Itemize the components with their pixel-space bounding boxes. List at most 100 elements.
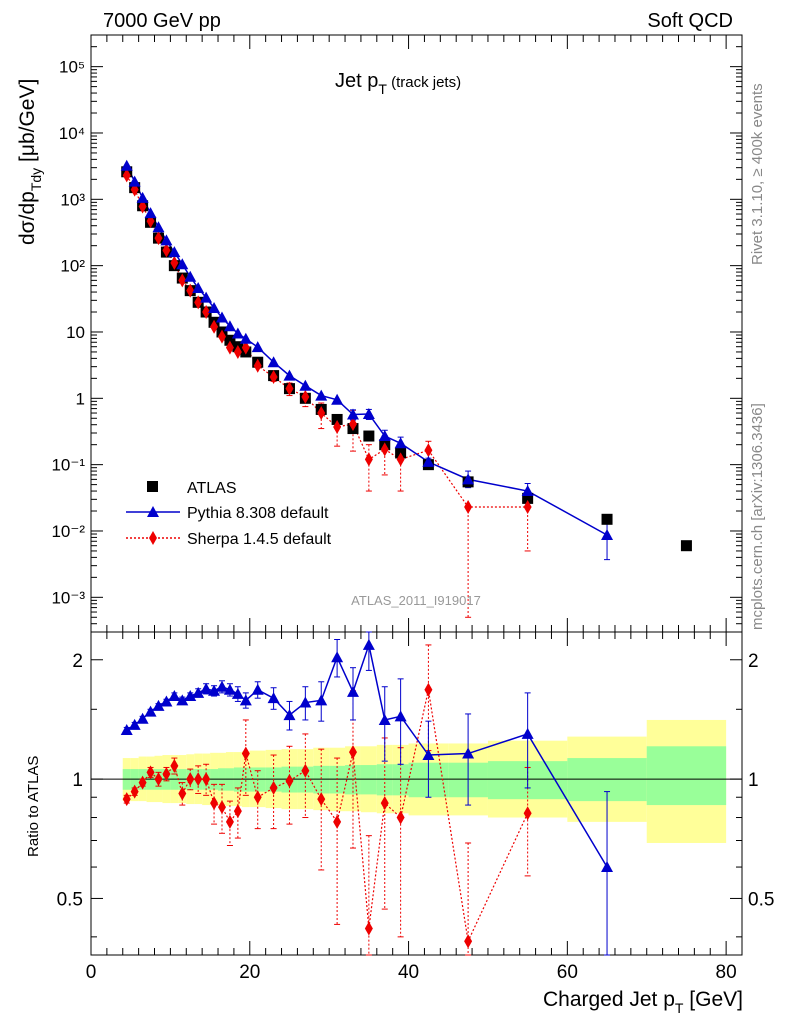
- legend-atlas-label: ATLAS: [187, 480, 237, 497]
- sherpa-ratio-point: [301, 763, 310, 778]
- atlas-point: [522, 492, 534, 504]
- sherpa-point: [233, 344, 242, 359]
- header-right: Soft QCD: [647, 10, 733, 32]
- pythia-point: [299, 379, 312, 391]
- sherpa-point: [154, 231, 163, 246]
- sherpa-ratio-point: [364, 921, 373, 936]
- sherpa-point: [225, 340, 234, 355]
- main-plot: 10⁻³ 10⁻² 10⁻¹ 1 10 10² 10³ 10⁴ 10⁵: [51, 34, 743, 633]
- ratio-ytick-label-right: 2: [748, 651, 759, 672]
- pythia-ratio-point: [144, 705, 157, 717]
- atlas-point: [363, 430, 375, 442]
- header-left: 7000 GeV pp: [103, 10, 221, 32]
- pythia-point: [601, 528, 614, 540]
- sherpa-ratio-point: [233, 804, 242, 819]
- main-title-sub: T: [378, 81, 387, 97]
- pythia-ratio-point: [176, 694, 189, 706]
- xlabel-suffix: [GeV]: [683, 988, 743, 1011]
- sherpa-ratio-point: [186, 772, 195, 787]
- sherpa-ratio-point: [285, 773, 294, 788]
- xtick-label: 60: [557, 962, 578, 983]
- legend-atlas-marker: [147, 481, 158, 492]
- main-title-suffix: (track jets): [387, 74, 461, 91]
- legend-sherpa-marker: [149, 531, 157, 545]
- pythia-ratio-point: [283, 709, 296, 721]
- sherpa-point: [194, 295, 203, 310]
- sherpa-point: [333, 419, 342, 434]
- sherpa-point: [464, 499, 473, 514]
- sherpa-point: [424, 443, 433, 458]
- atlas-point: [331, 413, 343, 425]
- xlabel: Charged Jet pT [GeV]: [543, 988, 743, 1016]
- sherpa-ratio-line: [126, 689, 529, 944]
- pythia-point: [120, 159, 133, 171]
- main-ylabel-suffix: [μb/GeV]: [16, 79, 39, 168]
- main-ytick-label: 1: [76, 389, 85, 408]
- legend-pythia-label: Pythia 8.308 default: [187, 505, 329, 522]
- pythia-point: [223, 320, 236, 332]
- pythia-ratio-point: [184, 690, 197, 702]
- pythia-point: [521, 485, 534, 497]
- ratio-frame: [90, 631, 743, 956]
- main-title-text: Jet p: [335, 70, 378, 92]
- sherpa-ratio-point: [130, 784, 139, 799]
- main-ytick-label: 10²: [60, 257, 85, 276]
- sherpa-point: [241, 340, 250, 355]
- sherpa-point: [210, 319, 219, 334]
- sherpa-point: [178, 273, 187, 288]
- sherpa-point: [380, 442, 389, 457]
- sherpa-point: [122, 168, 131, 183]
- pythia-ratio-point: [239, 694, 252, 706]
- pythia-point: [176, 258, 189, 270]
- main-ytick-label: 10⁻³: [51, 588, 85, 607]
- sherpa-ratio-point: [202, 772, 211, 787]
- xtick-label: 20: [239, 962, 260, 983]
- ratio-plot: 0 20 40 60 80 0.5 0.5 1 1 2 2: [57, 631, 774, 983]
- pythia-ratio-point: [223, 683, 236, 695]
- pythia-ratio-point: [160, 695, 173, 707]
- analysis-id: ATLAS_2011_I919017: [351, 593, 481, 608]
- pythia-point: [239, 332, 252, 344]
- pythia-ratio-point: [521, 727, 534, 739]
- stat-band: [313, 765, 330, 794]
- ratio-ytick-label: 1: [72, 770, 83, 791]
- pythia-ratio-point: [331, 651, 344, 663]
- xtick-label: 0: [86, 962, 97, 983]
- pythia-ratio-point: [200, 682, 213, 694]
- sherpa-point: [317, 406, 326, 421]
- sherpa-point: [301, 389, 310, 404]
- sherpa-ratio-point: [333, 814, 342, 829]
- sherpa-ratio-point: [138, 775, 147, 790]
- pythia-point: [144, 207, 157, 219]
- sherpa-ratio-point: [424, 682, 433, 697]
- legend: ATLAS Pythia 8.308 default Sherpa 1.4.5 …: [126, 480, 332, 548]
- legend-pythia-marker: [147, 506, 159, 517]
- pythia-ratio-point: [231, 687, 244, 699]
- xlabel-sub: T: [675, 1000, 684, 1016]
- main-ylabel-sub: Tdy: [28, 168, 44, 191]
- sherpa-point: [162, 243, 171, 258]
- pythia-point: [331, 393, 344, 405]
- pythia-point: [192, 282, 205, 294]
- pythia-point: [378, 430, 391, 442]
- xlabel-text: Charged Jet p: [543, 988, 675, 1011]
- sherpa-point: [396, 452, 405, 467]
- main-ytick-label: 10⁻²: [51, 522, 85, 541]
- ratio-ytick-label: 2: [72, 651, 83, 672]
- pythia-ratio-point: [462, 747, 475, 759]
- pythia-ratio-point: [601, 861, 614, 873]
- pythia-ratio-point: [362, 638, 375, 650]
- main-ylabel: dσ/dpTdy [μb/GeV]: [16, 79, 44, 245]
- sherpa-point: [364, 452, 373, 467]
- sherpa-point: [269, 369, 278, 384]
- pythia-point: [315, 389, 328, 401]
- pythia-ratio-point: [267, 692, 280, 704]
- pythia-point: [462, 473, 475, 485]
- sherpa-ratio-point: [348, 745, 357, 760]
- main-title: Jet pT (track jets): [335, 70, 461, 97]
- pythia-point: [128, 175, 141, 187]
- sherpa-ratio-point: [523, 806, 532, 821]
- ratio-ytick-label: 0.5: [57, 889, 83, 910]
- sherpa-point: [202, 305, 211, 320]
